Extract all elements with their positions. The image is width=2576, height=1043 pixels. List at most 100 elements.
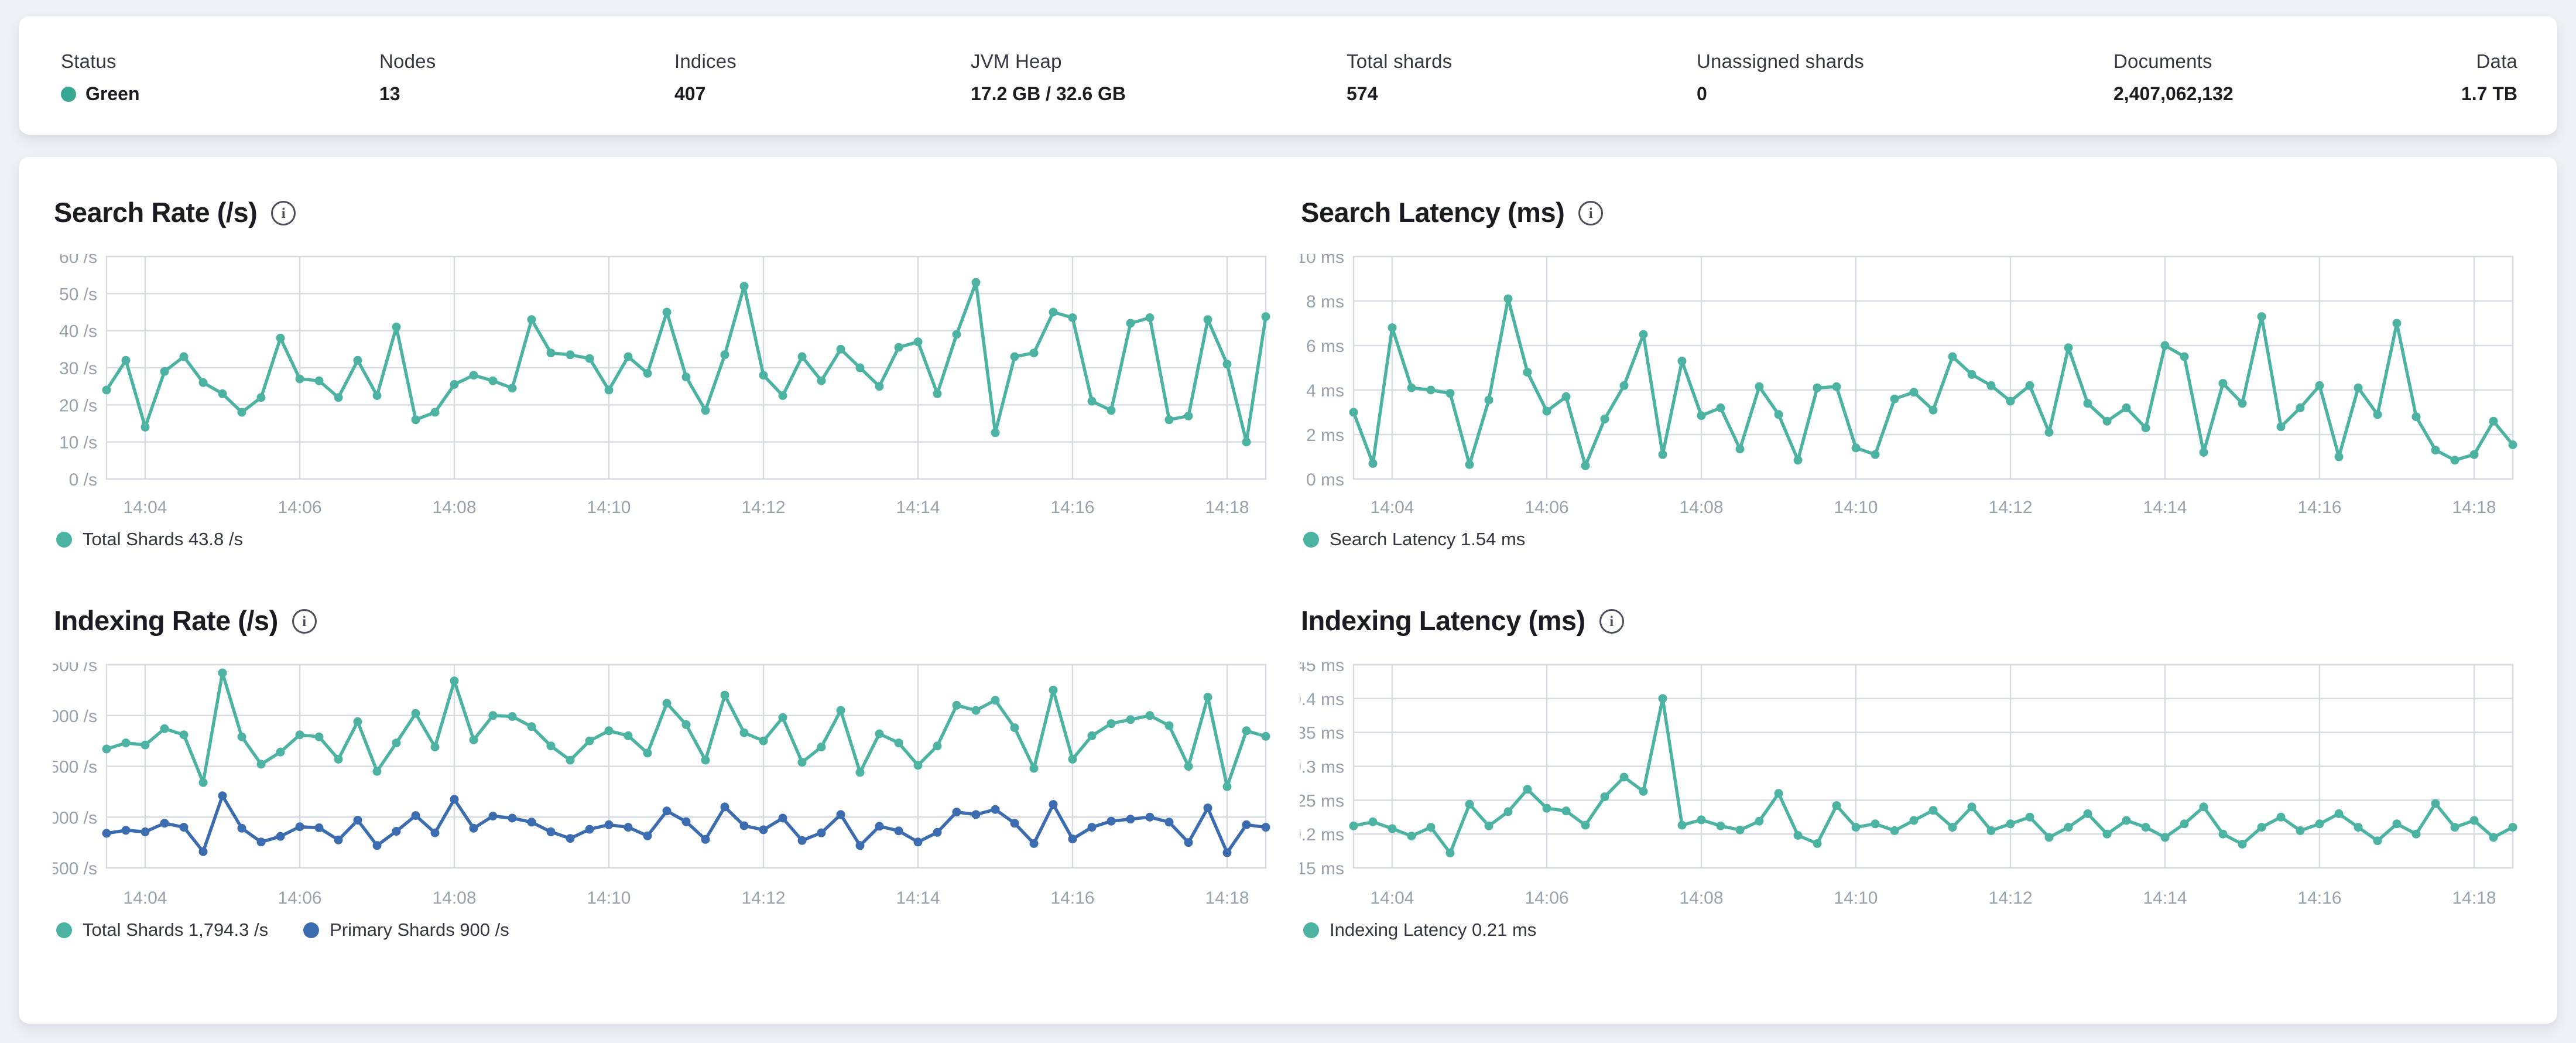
data-point [1242,820,1251,829]
legend-item[interactable]: Indexing Latency 0.21 ms [1303,919,1536,941]
stat-status: Status Green [61,50,139,105]
data-point [430,743,440,751]
data-point [2296,403,2305,412]
data-point [2025,381,2034,390]
data-point [2064,823,2073,832]
data-point [1581,461,1590,470]
data-point [681,817,691,826]
data-point [218,389,227,398]
data-point [1068,835,1077,844]
data-point [121,738,131,748]
data-point [875,382,884,391]
indexing-rate-chart[interactable]: 500 /s 1,000 /s 1,500 /s 2,000 /s 2,500 /s 14… [35,656,1276,908]
data-point [2044,428,2054,437]
data-point [1871,450,1880,459]
x-tick-label: 14:04 [1370,498,1414,517]
indexing-latency-chart[interactable]: 0.15 ms 0.2 ms 0.25 ms 0.3 ms 0.35 ms 0.4 ms 0… [1282,656,2523,908]
data-point [759,736,768,746]
data-point [739,821,749,830]
data-point [1407,383,1416,392]
y-tick-label: 0.2 ms [1300,825,1344,844]
data-point [392,738,401,748]
data-point [1928,405,1938,415]
data-point [720,350,729,360]
info-icon[interactable]: i [1578,201,1604,225]
data-point [2489,416,2498,426]
data-point [778,713,787,722]
data-point [778,813,787,823]
data-point [739,728,749,737]
legend-item[interactable]: Primary Shards 900 /s [303,919,509,941]
data-point [2160,341,2170,350]
data-point [2392,319,2402,328]
data-point [2141,423,2150,433]
y-tick-label: 0.3 ms [1300,758,1344,777]
data-point [1793,456,1803,465]
data-point [102,744,111,754]
x-tick-label: 14:10 [1834,498,1878,517]
data-point [701,755,710,765]
data-point [179,730,189,740]
data-point [836,810,845,819]
data-point [1871,819,1880,829]
data-point [720,802,729,812]
data-point [797,758,807,767]
data-point [1677,357,1687,366]
data-point [295,374,304,384]
data-point [353,717,362,726]
data-point [1126,715,1135,724]
data-point [1484,395,1493,405]
x-tick-label: 14:04 [123,888,167,908]
data-point [1465,799,1474,809]
data-point [1600,792,1609,802]
info-icon[interactable]: i [292,609,317,634]
data-point [1445,849,1455,858]
legend-item[interactable]: Total Shards 43.8 /s [56,529,243,550]
y-tick-label: 4 ms [1306,381,1344,401]
data-point [836,344,845,354]
data-point [2083,399,2092,408]
data-point [141,422,150,432]
search-latency-chart[interactable]: 0 ms 2 ms 4 ms 6 ms 8 ms 10 ms 14:04 14:06 14:08… [1296,248,2523,518]
data-point [1029,764,1039,773]
data-point [1145,812,1155,822]
legend-item[interactable]: Search Latency 1.54 ms [1303,529,1525,550]
data-point [1639,786,1648,796]
data-point [276,832,285,841]
data-point [372,767,382,776]
data-point [256,760,266,769]
search-latency-legend: Search Latency 1.54 ms [1300,529,2523,550]
data-point [566,834,575,843]
legend-item[interactable]: Total Shards 1,794.3 /s [56,919,268,941]
data-point [1716,821,1725,830]
chart-indexing-latency: Indexing Latency (ms) i 0.15 ms 0.2 ms 0.2… [1282,603,2523,941]
search-rate-chart[interactable]: 0 /s 10 /s 20 /s 30 /s 40 /s 50 /s 60 /s 14:04 1… [53,248,1276,518]
data-point [392,827,401,836]
x-tick-label: 14:18 [1205,498,1249,517]
data-point [1068,313,1077,322]
data-point [1523,785,1532,794]
data-point [469,823,478,833]
data-point [353,355,362,365]
data-point [295,730,304,740]
data-point [1774,410,1783,419]
data-point [2276,812,2286,822]
chart-search-latency: Search Latency (ms) i 0 ms 2 ms 4 ms 6 ms 8 … [1296,194,2523,550]
data-point [566,350,575,360]
data-point [2276,422,2286,432]
data-point [276,747,285,757]
data-point [662,307,672,317]
data-point [759,371,768,380]
data-point [875,822,884,831]
info-icon[interactable]: i [271,201,296,225]
data-point [469,371,478,380]
legend-dot-icon [1303,922,1319,938]
data-point [1222,360,1232,369]
x-tick-label: 14:08 [1679,498,1723,517]
data-point [1164,721,1174,730]
x-tick-label: 14:08 [1679,888,1723,908]
info-icon[interactable]: i [1599,609,1624,634]
data-point [392,322,401,331]
data-point [933,827,942,837]
data-point [1126,319,1135,328]
